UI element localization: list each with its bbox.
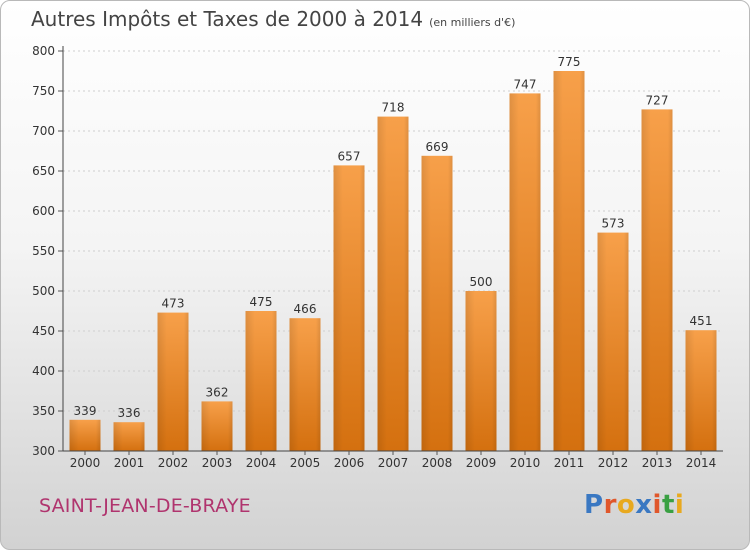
bar-shade — [113, 422, 145, 451]
x-tick-label: 2001 — [114, 456, 145, 470]
bar-shade — [289, 318, 321, 451]
logo-letter: r — [603, 490, 617, 520]
bar-value-label: 573 — [602, 217, 625, 231]
bar-shade — [69, 419, 101, 451]
bar-value-label: 775 — [558, 55, 581, 69]
bar-shade — [465, 291, 497, 451]
bar-value-label: 362 — [206, 385, 229, 399]
bar-shade — [201, 401, 233, 451]
city-name: SAINT-JEAN-DE-BRAYE — [39, 495, 251, 517]
y-tick-label: 800 — [32, 44, 55, 58]
x-tick-label: 2011 — [554, 456, 585, 470]
x-tick-label: 2003 — [202, 456, 233, 470]
bar-value-label: 718 — [382, 101, 405, 115]
y-tick-label: 300 — [32, 444, 55, 458]
bar-shade — [333, 165, 365, 451]
chart-title-text: Autres Impôts et Taxes de 2000 à 2014 — [31, 7, 424, 31]
bar-value-label: 747 — [514, 77, 537, 91]
bar-value-label: 473 — [162, 297, 185, 311]
y-tick-label: 500 — [32, 284, 55, 298]
bar-value-label: 727 — [646, 93, 669, 107]
bar-shade — [157, 312, 189, 451]
x-tick-label: 2002 — [158, 456, 189, 470]
x-tick-label: 2008 — [422, 456, 453, 470]
bar-shade — [245, 311, 277, 451]
y-tick-label: 600 — [32, 204, 55, 218]
y-tick-label: 350 — [32, 404, 55, 418]
bar-value-label: 475 — [250, 295, 273, 309]
logo-letter: P — [584, 490, 604, 520]
logo-letter: i — [674, 490, 685, 520]
x-tick-label: 2004 — [246, 456, 277, 470]
y-tick-label: 550 — [32, 244, 55, 258]
bar-shade — [641, 109, 673, 452]
x-tick-label: 2005 — [290, 456, 321, 470]
logo-letter: o — [616, 490, 636, 520]
bar-value-label: 669 — [426, 140, 449, 154]
logo-letter: i — [652, 490, 662, 520]
y-tick-label: 700 — [32, 124, 55, 138]
x-tick-label: 2006 — [334, 456, 365, 470]
logo-letter: t — [661, 490, 675, 520]
y-tick-label: 650 — [32, 164, 55, 178]
chart-subtitle: (en milliers d'€) — [429, 16, 516, 29]
y-tick-label: 400 — [32, 364, 55, 378]
x-tick-label: 2007 — [378, 456, 409, 470]
bar-value-label: 339 — [74, 404, 97, 418]
logo-letter: x — [635, 490, 653, 520]
chart-title: Autres Impôts et Taxes de 2000 à 2014 (en… — [31, 7, 515, 31]
bar-shade — [685, 330, 717, 451]
bar-value-label: 657 — [338, 149, 361, 163]
bar-value-label: 451 — [690, 314, 713, 328]
x-tick-label: 2013 — [642, 456, 673, 470]
bar-value-label: 466 — [294, 302, 317, 316]
proxiti-logo: Proxiti — [584, 490, 684, 520]
bar-shade — [597, 232, 629, 451]
y-tick-label: 450 — [32, 324, 55, 338]
bar-shade — [421, 155, 453, 452]
bar-shade — [377, 116, 409, 451]
y-tick-label: 750 — [32, 84, 55, 98]
x-tick-label: 2012 — [598, 456, 629, 470]
x-tick-label: 2014 — [686, 456, 717, 470]
bar-shade — [553, 71, 585, 451]
x-tick-label: 2000 — [70, 456, 101, 470]
bar-shade — [509, 93, 541, 452]
bar-value-label: 500 — [470, 275, 493, 289]
bar-value-label: 336 — [118, 406, 141, 420]
x-tick-label: 2010 — [510, 456, 541, 470]
x-tick-label: 2009 — [466, 456, 497, 470]
